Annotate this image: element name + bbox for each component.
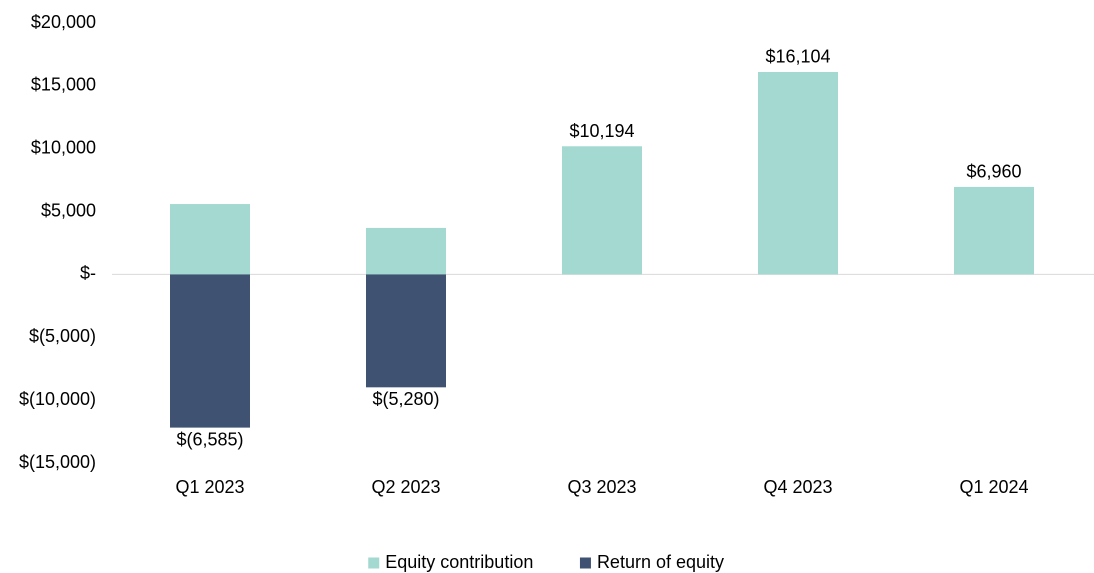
y-tick-label: $(15,000) [19,452,96,472]
legend-label: Equity contribution [385,552,533,572]
y-tick-label: $(10,000) [19,389,96,409]
y-tick-label: $- [80,263,96,283]
data-label: $6,960 [966,162,1021,182]
y-tick-label: $20,000 [31,12,96,32]
data-label: $16,104 [765,47,830,67]
bar [170,274,250,428]
bar [954,186,1034,275]
bar [366,274,446,388]
y-tick-label: $15,000 [31,75,96,95]
bar [366,227,446,275]
x-tick-label: Q4 2023 [763,477,832,497]
data-label: $10,194 [569,121,634,141]
x-tick-label: Q3 2023 [567,477,636,497]
bar [562,146,642,275]
data-label: $(5,280) [372,389,439,409]
data-label: $(6,585) [176,429,243,449]
y-tick-label: $(5,000) [29,326,96,346]
bar [758,71,838,275]
legend-swatch [368,557,380,569]
x-tick-label: Q2 2023 [371,477,440,497]
x-tick-label: Q1 2024 [959,477,1028,497]
bar [170,204,250,275]
legend-swatch [579,557,591,569]
y-tick-label: $10,000 [31,137,96,157]
y-tick-label: $5,000 [41,200,96,220]
x-tick-label: Q1 2023 [175,477,244,497]
legend-label: Return of equity [597,552,724,572]
